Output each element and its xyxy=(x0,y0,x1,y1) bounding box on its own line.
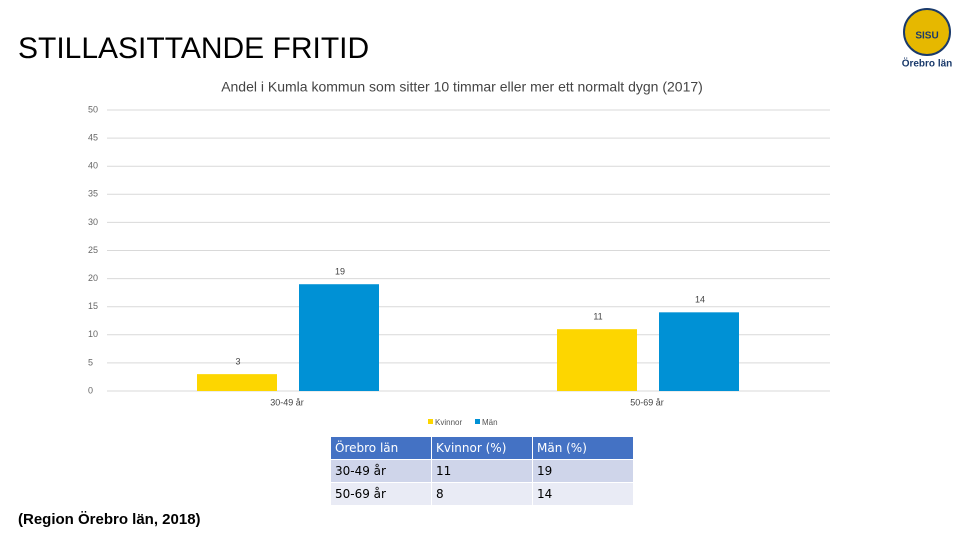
slide-title: STILLASITTANDE FRITID xyxy=(18,32,369,65)
table-cell: 50-69 år xyxy=(330,482,432,506)
x-tick-label: 30-49 år xyxy=(270,397,304,407)
legend-swatch xyxy=(475,419,480,424)
table-cell: 30-49 år xyxy=(330,459,432,483)
y-tick-label: 25 xyxy=(88,245,98,255)
y-tick-label: 30 xyxy=(88,217,98,227)
data-label: 3 xyxy=(235,357,240,367)
table-row: 50-69 år 8 14 xyxy=(330,482,634,506)
table-row: Örebro län Kvinnor (%) Män (%) xyxy=(330,436,634,460)
y-tick-label: 5 xyxy=(88,357,93,367)
y-tick-label: 50 xyxy=(88,104,98,114)
chart-title: Andel i Kumla kommun som sitter 10 timma… xyxy=(221,79,703,95)
legend-label: Män xyxy=(482,418,498,427)
source: (Region Örebro län, 2018) xyxy=(18,511,201,528)
table-cell: Örebro län xyxy=(330,436,432,460)
data-label: 11 xyxy=(593,312,602,322)
table-cell: 19 xyxy=(532,459,634,483)
table-cell: 11 xyxy=(431,459,533,483)
y-tick-label: 0 xyxy=(88,385,93,395)
logo: SISU Örebro län xyxy=(902,8,953,70)
table-row: 30-49 år 11 19 xyxy=(330,459,634,483)
bar xyxy=(659,312,739,391)
y-tick-label: 10 xyxy=(88,329,98,339)
logo-name: Örebro län xyxy=(902,57,953,70)
x-tick-label: 50-69 år xyxy=(630,397,664,407)
legend-swatch xyxy=(428,419,433,424)
table-cell: 14 xyxy=(532,482,634,506)
y-tick-label: 15 xyxy=(88,301,98,311)
y-tick-label: 20 xyxy=(88,273,98,283)
table-cell: Kvinnor (%) xyxy=(431,436,533,460)
legend-label: Kvinnor xyxy=(435,418,462,427)
logo-emblem-text: SISU xyxy=(915,31,938,42)
bar xyxy=(557,329,637,391)
table-cell: 8 xyxy=(431,482,533,506)
y-tick-label: 40 xyxy=(88,161,98,171)
bar xyxy=(197,374,277,391)
y-tick-label: 35 xyxy=(88,189,98,199)
table-cell: Män (%) xyxy=(532,436,634,460)
bar xyxy=(299,284,379,391)
data-label: 19 xyxy=(335,267,345,277)
data-label: 14 xyxy=(695,295,705,305)
y-tick-label: 45 xyxy=(88,132,98,142)
logo-emblem xyxy=(903,8,951,56)
table: Örebro län Kvinnor (%) Män (%) 30-49 år 11 19… xyxy=(330,436,634,506)
